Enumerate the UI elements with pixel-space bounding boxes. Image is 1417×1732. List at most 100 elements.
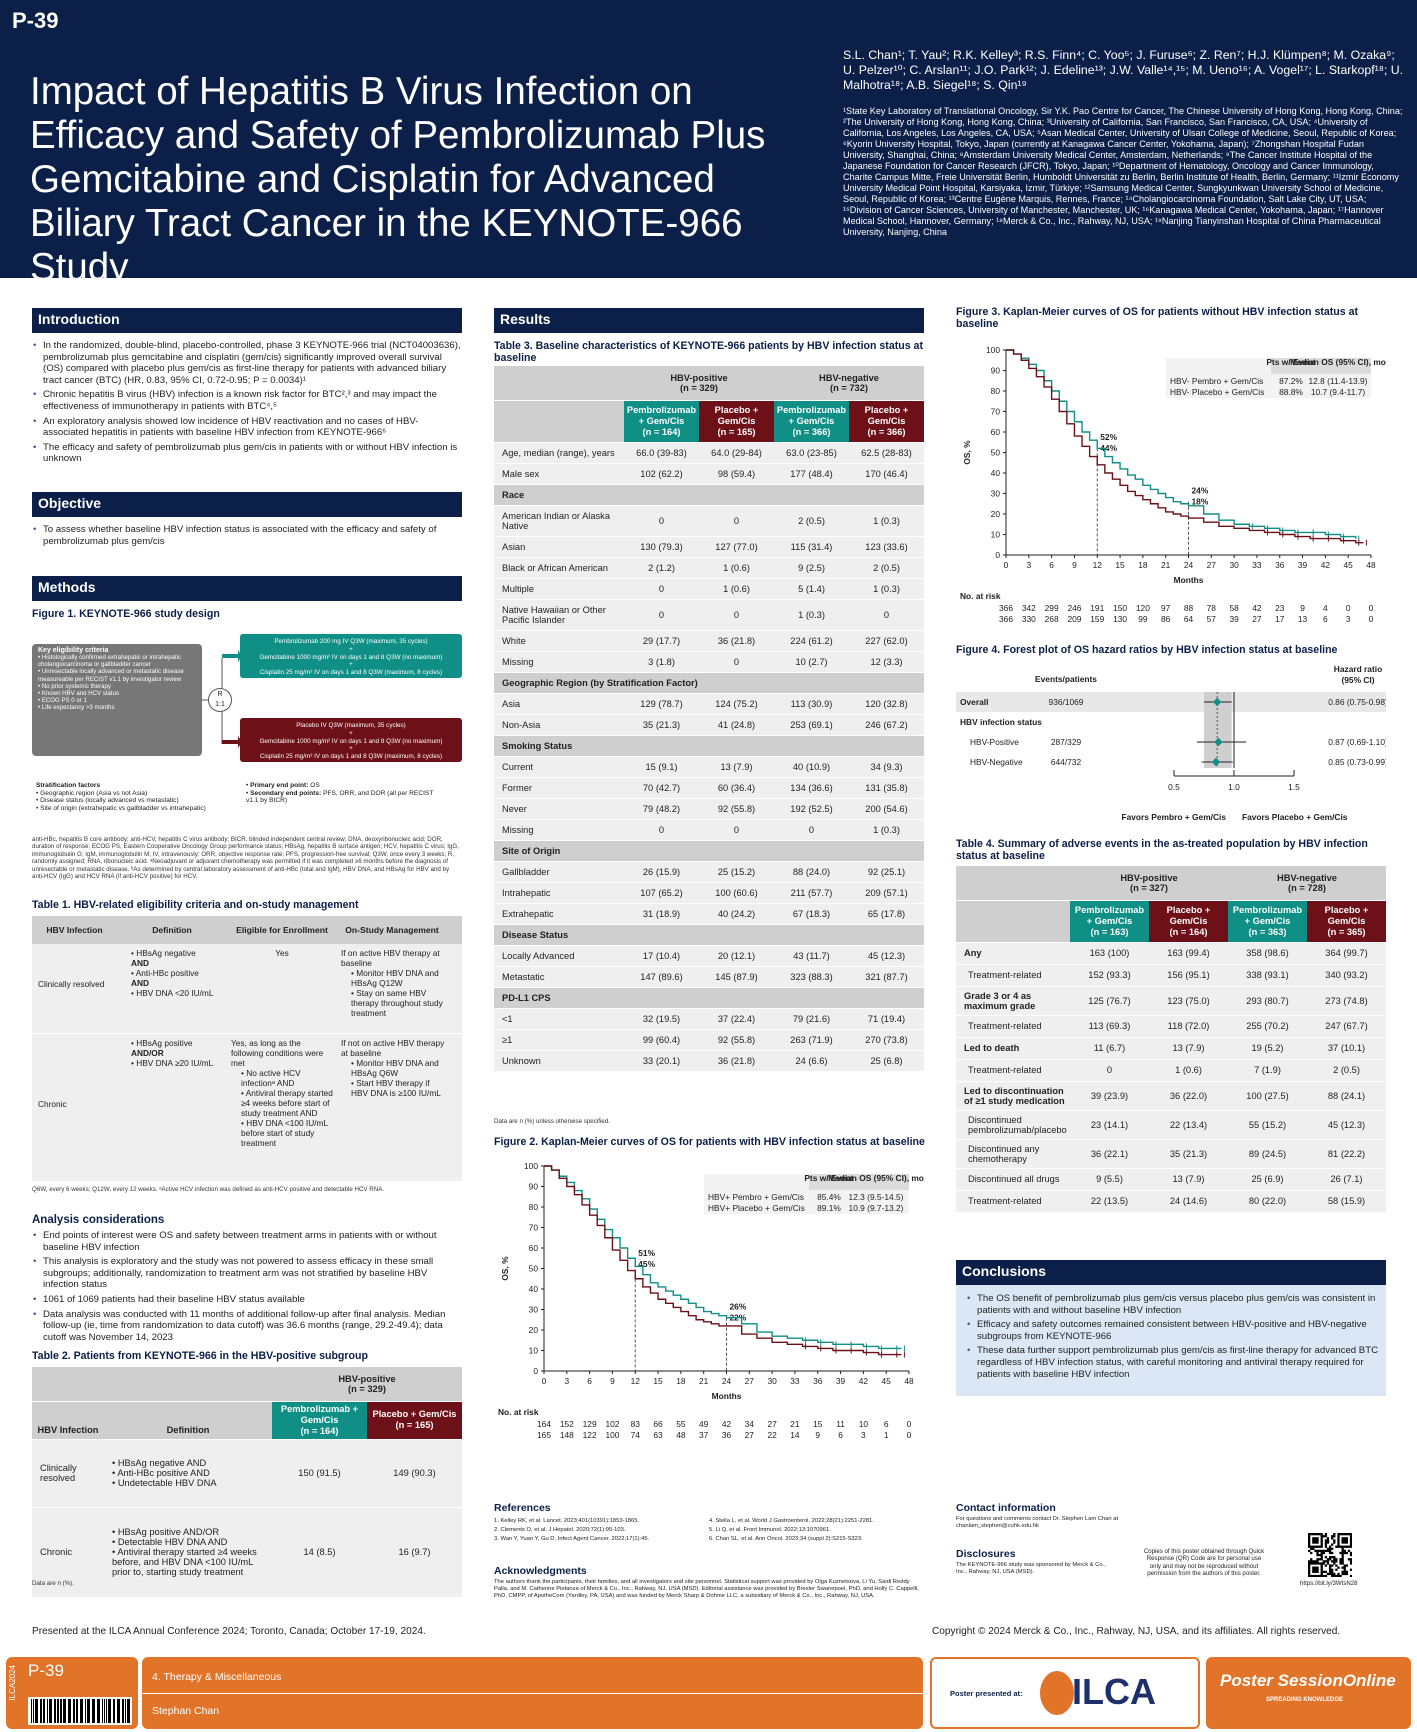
table-row: Multiple 0 1 (0.6) 5 (1.4) 1 (0.3) (494, 578, 924, 600)
table-row: Any 163 (100) 163 (99.4) 358 (98.6) 364 (99.… (956, 942, 1386, 965)
risk-number: 6 (884, 1419, 889, 1429)
primary-end-label: Primary end point: (250, 782, 309, 789)
legend-median: 10.7 (9.4-11.7) (1311, 387, 1366, 397)
x-tick-label: 30 (1229, 560, 1239, 570)
risk-number: 36 (722, 1430, 732, 1440)
risk-number: 150 (1113, 603, 1127, 613)
table-row: Geographic Region (by Stratification Fac… (494, 672, 924, 694)
y-tick-label: 40 (529, 1284, 539, 1294)
y-axis-label: OS, % (500, 1256, 510, 1281)
table-row: Missing 3 (1.8) 0 10 (2.7) 12 (3.3) (494, 651, 924, 673)
table1-row-chronic: Chronic • HBsAg positive AND/OR • HBV DNA … (32, 1034, 462, 1179)
primary-end: OS (310, 782, 320, 789)
column-header: Pembrolizumab + Gem/Cis (n = 163) (1070, 900, 1149, 943)
fig3-title: Figure 3. Kaplan-Meier curves of OS for … (956, 306, 1359, 330)
table-row: <1 32 (19.5) 37 (22.4) 79 (21.6) 71 (19.4) (494, 1008, 924, 1030)
table-row: Disease Status (494, 924, 924, 946)
risk-number: 74 (631, 1430, 641, 1440)
risk-number: 9 (1300, 603, 1305, 613)
t1-r2-mg: If not on active HBV therapy at baseline… (337, 1034, 447, 1179)
risk-number: 99 (1138, 614, 1148, 624)
x-tick-label: 24 (1184, 560, 1194, 570)
qr-url[interactable]: https://bit.ly/3WtsN28 (1300, 1580, 1358, 1587)
t3-body: Age, median (range), years 66.0 (39-83) 64… (494, 442, 924, 1072)
risk-number: 42 (722, 1419, 732, 1429)
favors-placebo: Favors Placebo + Gem/Cis (1242, 812, 1348, 822)
arm-pembro-box: Pembrolizumab 200 mg IV Q3W (maximum, 35… (240, 634, 462, 678)
x-tick-label: 21 (1161, 560, 1171, 570)
legend-series-name: HBV- Placebo + Gem/Cis (1170, 387, 1264, 397)
risk-number: 15 (813, 1419, 823, 1429)
bottom-code-box: ILCA2024 P-39 (6, 1657, 138, 1729)
list-item: • HBV DNA <100 IU/mL before start of stu… (241, 1118, 328, 1148)
landmark-label: 51% (638, 1248, 655, 1258)
t2-b: 16 (9.7) (367, 1507, 462, 1598)
bottom-bar: ILCA2024 P-39 4. Therapy & Miscellaneous… (0, 1657, 1417, 1732)
contact: Contact information For questions and co… (956, 1502, 1136, 1530)
risk-number: 0 (1369, 603, 1374, 613)
qr-code-icon[interactable] (1308, 1533, 1352, 1577)
strat-title: Stratification factors (36, 782, 101, 789)
km-series-line (1006, 349, 1357, 539)
legend-series-name: HBV+ Pembro + Gem/Cis (708, 1192, 804, 1202)
risk-number: 102 (605, 1419, 619, 1429)
t1-r1-mg-intro: If on active HBV therapy at baseline (341, 948, 440, 968)
forest-hr: 0.86 (0.75-0.98) (1328, 697, 1386, 707)
list-item: This analysis is exploratory and the stu… (32, 1256, 462, 1291)
t1-r2-def: • HBsAg positive AND/OR • HBV DNA ≥20 IU/m… (117, 1034, 227, 1179)
t2-group: HBV-positive (n = 329) (272, 1367, 462, 1402)
results-heading: Results (494, 308, 924, 333)
risk-number: 191 (1090, 603, 1104, 613)
t1-r2-elig-intro: Yes, as long as the following conditions… (231, 1038, 324, 1068)
t1-r1-def: • HBsAg negative AND • Anti-HBc positive AN… (117, 944, 227, 1033)
risk-number: 164 (537, 1419, 551, 1429)
t1-r2-inf: Chronic (38, 1099, 67, 1109)
conclusions-heading: Conclusions (956, 1260, 1386, 1285)
table-row: Site of Origin (494, 840, 924, 862)
t4-g2: HBV-negative (n = 728) (1228, 866, 1386, 901)
table3-footnote: Data are n (%) unless otherwise specifie… (494, 1118, 610, 1125)
y-tick-label: 100 (986, 345, 1000, 355)
ilca-logo-icon (1040, 1671, 1074, 1715)
t2-c2n: (n = 165) (395, 1420, 434, 1430)
reference-item: 4. Stella L, et al. World J Gastroentero… (709, 1518, 874, 1524)
objective-bullets: To assess whether baseline HBV infection… (32, 524, 462, 550)
risk-number: 159 (1090, 614, 1104, 624)
pso-box: Poster SessionOnline SPREADING KNOWLEDGE (1206, 1657, 1411, 1729)
legend-header-events: Pts w/ Event (804, 1173, 854, 1183)
risk-number: 55 (676, 1419, 686, 1429)
t2-c1: Pembrolizumab + Gem/Cis (280, 1403, 359, 1425)
list-item: • ECOG PS 0 or 1 (38, 697, 87, 705)
affiliations: ¹State Key Laboratory of Translational O… (843, 106, 1403, 237)
x-tick-label: 0 (542, 1376, 547, 1386)
list-item: Gemcitabine 1000 mg/m² IV on days 1 and … (259, 653, 443, 661)
forest-tick-label: 0.5 (1168, 782, 1180, 792)
risk-number: 9 (815, 1430, 820, 1440)
list-item: + (349, 729, 353, 737)
table1-footnote: Q6W, every 6 weeks; Q12W, every 12 weeks… (32, 1186, 385, 1193)
list-item: • HBsAg positive (131, 1038, 193, 1048)
y-tick-label: 80 (529, 1202, 539, 1212)
y-tick-label: 40 (991, 468, 1001, 478)
risk-number: 3 (1346, 614, 1351, 624)
t2-body: Clinically resolved • HBsAg negative AND •… (32, 1439, 462, 1598)
y-tick-label: 100 (524, 1161, 538, 1171)
table-row: Treatment-related 22 (13.5) 24 (14.6) 80 (2… (956, 1190, 1386, 1213)
table2: HBV-positive (n = 329) HBV Infection Defin… (32, 1367, 462, 1598)
t2-inf: Chronic (32, 1507, 104, 1598)
landmark-label: 18% (1192, 497, 1209, 507)
risk-number: 100 (605, 1430, 619, 1440)
risk-number: 120 (1136, 603, 1150, 613)
randomization-circle: R 1:1 (208, 688, 232, 712)
list-item: End points of interest were OS and safet… (32, 1230, 462, 1253)
legend-header-events: Pts w/ Event (1266, 357, 1316, 367)
risk-number: 17 (1275, 614, 1285, 624)
list-item: • Monitor HBV DNA and HBsAg Q12W (351, 968, 439, 988)
stratification: Stratification factors • Geographic regi… (36, 782, 236, 812)
t1-r2-elig-list: • No active HCV infectionᵃ AND • Antivira… (231, 1068, 335, 1148)
fig1-footnote: anti-HBc, hepatitis B core antibody; ant… (32, 836, 459, 881)
acknowledgments: Acknowledgments The authors thank the pa… (494, 1565, 924, 1600)
t3-g2-label: HBV-negative (819, 372, 879, 383)
table-row: Non-Asia 35 (21.3) 41 (24.8) 253 (69.1) 246 … (494, 714, 924, 736)
